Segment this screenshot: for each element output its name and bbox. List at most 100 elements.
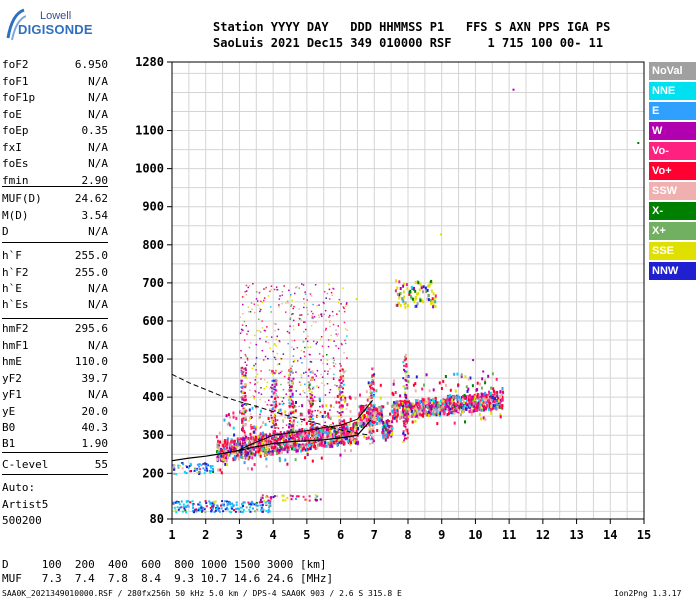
echo-point <box>321 382 323 384</box>
echo-point <box>240 404 243 407</box>
echo-point <box>403 439 405 442</box>
echo-point <box>339 369 342 372</box>
echo-point <box>259 432 262 436</box>
echo-point <box>427 414 430 417</box>
echo-point <box>336 313 338 315</box>
echo-point <box>282 437 284 441</box>
echo-point <box>180 506 183 509</box>
echo-point <box>259 498 262 501</box>
echo-point <box>224 453 227 457</box>
echo-point <box>307 381 310 384</box>
echo-point <box>291 395 294 398</box>
echo-point <box>298 308 301 310</box>
echo-point <box>288 384 291 386</box>
echo-point <box>185 511 188 514</box>
echo-point <box>403 368 405 371</box>
echo-point <box>320 336 323 338</box>
echo-point <box>342 376 345 379</box>
echo-point <box>242 417 245 420</box>
echo-point <box>345 303 348 305</box>
echo-point <box>281 400 284 403</box>
echo-point <box>211 501 214 504</box>
echo-point <box>267 417 270 420</box>
echo-point <box>421 402 424 406</box>
echo-point <box>199 504 202 507</box>
echo-point <box>274 419 277 423</box>
echo-point <box>248 408 251 412</box>
echo-point <box>422 398 425 402</box>
echo-point <box>315 400 317 402</box>
echo-point <box>309 354 311 356</box>
echo-point <box>402 385 405 388</box>
echo-point <box>314 373 316 376</box>
echo-point <box>243 419 245 422</box>
echo-point <box>414 412 416 416</box>
echo-point <box>289 372 291 375</box>
echo-point <box>225 456 228 460</box>
echo-point <box>271 420 274 423</box>
echo-point <box>266 336 268 338</box>
echo-point <box>389 427 392 431</box>
param-row: B0 40.3 <box>2 421 108 437</box>
echo-point <box>241 331 243 333</box>
echo-point <box>218 454 221 458</box>
echo-point <box>303 302 306 305</box>
echo-point <box>184 471 187 474</box>
echo-point <box>322 355 324 357</box>
echo-point <box>371 374 374 377</box>
echo-point <box>324 427 327 431</box>
echo-point <box>202 462 205 465</box>
echo-point <box>312 316 314 318</box>
echo-point <box>367 436 370 440</box>
echo-point <box>253 396 255 398</box>
echo-point <box>223 418 226 422</box>
param-key: D <box>2 225 9 238</box>
echo-point <box>322 362 324 365</box>
echo-point <box>177 464 180 467</box>
echo-point <box>339 431 342 434</box>
echo-point <box>392 393 395 397</box>
echo-point <box>333 359 335 362</box>
echo-point <box>412 409 414 413</box>
param-key: foF1p <box>2 91 36 104</box>
echo-point <box>445 402 448 406</box>
echo-point <box>337 430 340 434</box>
echo-point <box>411 413 414 417</box>
echo-point <box>239 455 242 459</box>
echo-point <box>342 398 345 401</box>
echo-point <box>465 399 468 402</box>
echo-point <box>270 395 273 398</box>
echo-point <box>410 409 413 413</box>
echo-point <box>456 406 459 410</box>
echo-point <box>243 296 245 298</box>
echo-point <box>456 400 459 404</box>
echo-point <box>265 433 268 437</box>
echo-point <box>273 385 276 388</box>
echo-point <box>405 363 408 366</box>
param-key: C-level <box>2 458 49 471</box>
echo-point <box>421 387 424 391</box>
echo-point <box>228 421 230 425</box>
echo-point <box>242 385 245 388</box>
echo-point <box>198 472 200 475</box>
echo-point <box>304 346 306 349</box>
echo-point <box>494 395 497 399</box>
echo-point <box>312 402 314 405</box>
echo-point <box>488 405 491 409</box>
echo-point <box>374 412 377 416</box>
echo-point <box>396 292 399 296</box>
echo-point <box>172 501 175 504</box>
echo-point <box>476 405 479 409</box>
echo-point <box>451 398 453 402</box>
echo-point <box>303 446 306 450</box>
echo-point <box>265 385 268 388</box>
echo-point <box>378 406 381 409</box>
echo-point <box>312 423 315 426</box>
echo-point <box>414 389 417 393</box>
echo-point <box>380 413 383 417</box>
echo-point <box>239 411 242 413</box>
echo-point <box>192 504 194 507</box>
echo-point <box>203 472 206 475</box>
echo-point <box>447 412 450 416</box>
echo-point <box>425 373 428 377</box>
